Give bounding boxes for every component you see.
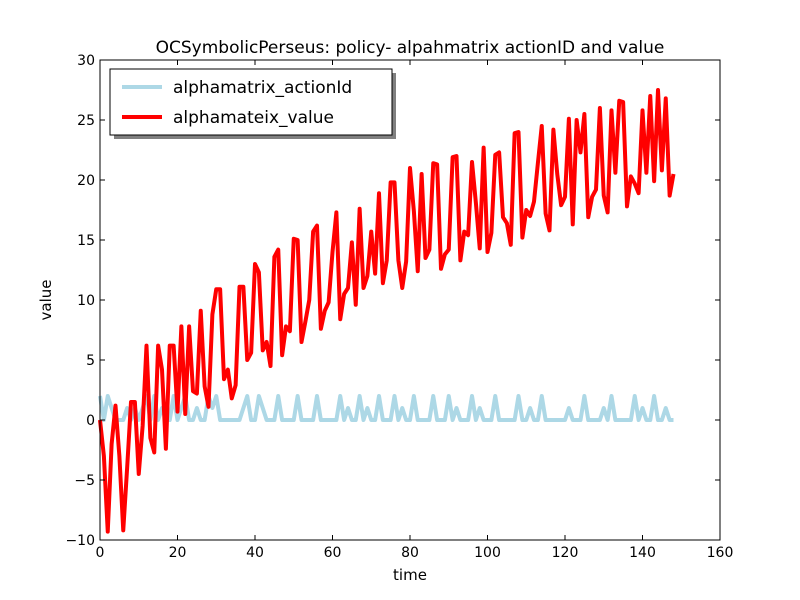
y-tick-label: 30 (77, 53, 95, 69)
y-tick-label: 0 (86, 413, 95, 429)
legend: alphamatrix_actionId alphamateix_value (109, 68, 396, 139)
y-tick-label: 20 (77, 173, 95, 189)
chart-title: OCSymbolicPerseus: policy- alpahmatrix a… (156, 38, 665, 58)
y-axis-ticks: −10 −5 0 5 10 15 20 25 30 (65, 53, 720, 549)
x-tick-label: 100 (474, 545, 501, 561)
y-tick-label: 15 (77, 233, 95, 249)
x-tick-label: 20 (169, 545, 187, 561)
x-tick-label: 140 (629, 545, 656, 561)
y-axis-label: value (37, 280, 55, 321)
y-tick-label: 10 (77, 293, 95, 309)
x-axis-label: time (393, 566, 427, 584)
x-tick-label: 80 (401, 545, 419, 561)
y-tick-label: 5 (86, 353, 95, 369)
y-tick-label: −10 (65, 533, 95, 549)
x-axis-ticks: 0 20 40 60 80 100 120 140 160 (96, 60, 734, 561)
series-line-1 (98, 88, 676, 534)
legend-box (109, 68, 393, 136)
legend-label-value: alphamateix_value (173, 108, 334, 128)
y-tick-label: 25 (77, 113, 95, 129)
legend-label-actionid: alphamatrix_actionId (173, 78, 352, 98)
x-tick-label: 120 (552, 545, 579, 561)
series-line-0 (98, 394, 674, 422)
x-tick-label: 60 (324, 545, 342, 561)
x-tick-label: 40 (246, 545, 264, 561)
x-tick-label: 160 (707, 545, 734, 561)
x-tick-label: 0 (96, 545, 105, 561)
y-tick-label: −5 (74, 473, 95, 489)
plot-lines (98, 88, 676, 534)
